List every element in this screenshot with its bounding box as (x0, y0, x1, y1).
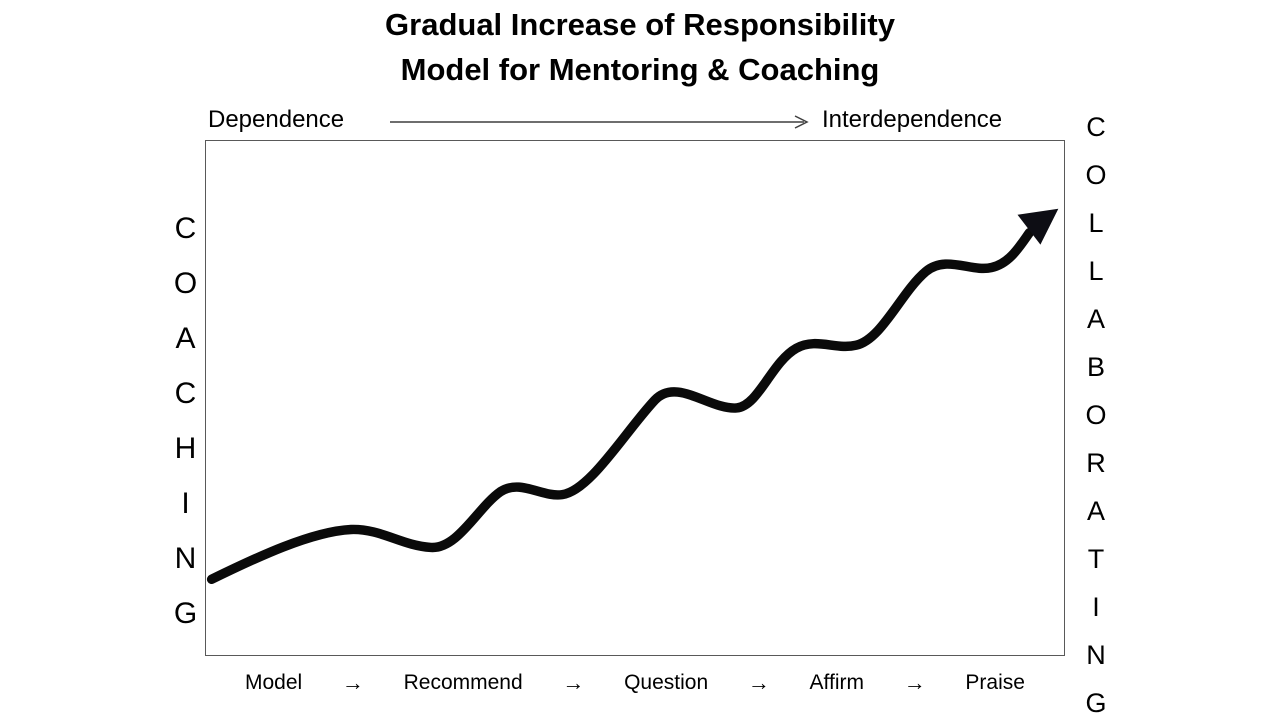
stage-arrow-icon: → (747, 670, 770, 695)
title-line-1: Gradual Increase of Responsibility (385, 7, 895, 42)
plot-area (205, 140, 1065, 656)
curve-path (206, 227, 1035, 585)
interdependence-label: Interdependence (822, 106, 1003, 133)
stage-arrow-icon: → (903, 670, 926, 695)
page-title: Gradual Increase of Responsibility Model… (0, 2, 1280, 92)
stage-praise: Praise (965, 671, 1025, 694)
curve-arrowhead-icon (1017, 208, 1059, 245)
stage-arrow-icon: → (562, 670, 585, 695)
stage-affirm: Affirm (809, 671, 864, 694)
stage-recommend: Recommend (403, 671, 523, 694)
right-arrow-icon (390, 115, 809, 129)
responsibility-curve (206, 208, 1059, 585)
stage-arrow-icon: → (341, 670, 364, 695)
coaching-axis-label: COACHING (169, 212, 202, 652)
collaborating-axis-label: COLLABORATING (1081, 112, 1111, 720)
stage-model: Model (245, 671, 303, 694)
dependence-label: Dependence (208, 106, 345, 133)
bottom-axis: Model → Recommend → Question → Affirm → … (205, 670, 1065, 696)
title-line-2: Model for Mentoring & Coaching (400, 52, 880, 87)
stage-question: Question (624, 671, 709, 694)
dependence-arrow (388, 114, 814, 130)
